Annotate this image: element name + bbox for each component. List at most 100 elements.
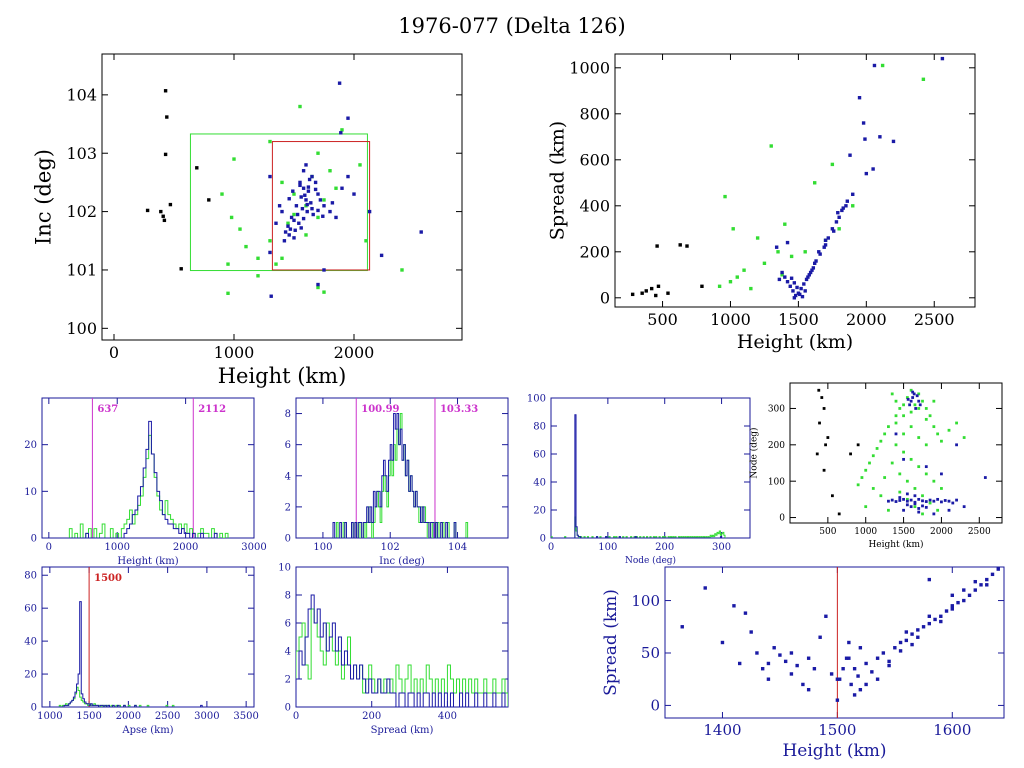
point-blue <box>826 236 830 240</box>
point-blue <box>311 212 315 217</box>
point-black <box>165 115 169 119</box>
point-blue <box>680 625 684 629</box>
point-blue <box>306 189 311 193</box>
point-blue <box>983 476 987 479</box>
point-green <box>917 465 921 469</box>
point-blue <box>817 250 821 254</box>
point-green <box>890 392 894 396</box>
point-green <box>947 428 951 432</box>
point-blue <box>328 209 332 214</box>
x-tick-label: 2500 <box>155 711 180 722</box>
x-tick-label: 500 <box>819 527 836 537</box>
point-green <box>924 472 928 476</box>
plot-frame <box>789 382 1003 524</box>
x-tick-label: 102 <box>381 542 400 553</box>
point-blue <box>777 277 782 282</box>
point-blue <box>743 611 748 615</box>
x-axis-label: Height (km) <box>218 364 347 388</box>
point-blue <box>822 245 826 249</box>
point-blue <box>902 457 905 461</box>
y-tick-label: 101 <box>66 261 97 280</box>
plot-frame <box>41 566 255 708</box>
point-blue <box>898 640 903 645</box>
point-blue <box>287 197 291 201</box>
point-green <box>887 508 890 512</box>
point-blue <box>911 390 915 394</box>
point-green <box>894 399 898 403</box>
point-green <box>932 399 936 403</box>
point-blue <box>985 577 989 582</box>
x-tick-label: 2000 <box>334 343 375 362</box>
point-blue <box>917 399 921 403</box>
y-tick-label: 800 <box>579 104 610 123</box>
x-tick-label: 500 <box>647 310 678 329</box>
point-green <box>913 403 917 407</box>
point-blue <box>858 646 863 650</box>
histogram-green <box>296 608 508 707</box>
point-blue <box>851 192 855 196</box>
chart-node-height: 500 1000 1500 2000 2500 0 100 200 300 Height (km)… <box>749 382 1003 550</box>
point-green <box>856 483 860 487</box>
point-green <box>909 388 913 392</box>
point-blue <box>973 579 977 584</box>
point-blue <box>940 56 945 61</box>
point-blue <box>289 215 294 220</box>
point-green <box>905 396 909 399</box>
point-green <box>902 414 905 418</box>
y-tick-label: 100 <box>66 319 97 338</box>
x-tick-label: 3000 <box>241 542 266 553</box>
x-tick-label: 1500 <box>778 310 819 329</box>
y-tick-label: 0 <box>285 703 291 714</box>
point-black <box>818 421 821 425</box>
point-green <box>292 192 296 196</box>
point-green <box>879 439 883 443</box>
x-tick-label: 100 <box>598 542 617 553</box>
point-blue <box>872 63 877 68</box>
point-green <box>924 443 928 447</box>
x-tick-label: 1000 <box>104 542 129 553</box>
point-blue <box>301 169 306 173</box>
point-black <box>195 166 199 170</box>
point-blue <box>703 586 707 590</box>
x-tick-label: 300 <box>712 542 731 553</box>
point-blue <box>857 96 862 100</box>
point-black <box>856 443 860 447</box>
point-blue <box>293 228 297 232</box>
x-tick-label: 0 <box>109 343 119 362</box>
point-blue <box>950 607 954 611</box>
y-tick-label: 60 <box>533 450 546 461</box>
point-blue <box>962 588 966 592</box>
point-blue <box>301 216 306 221</box>
point-blue <box>939 619 943 624</box>
x-axis-label: Apse (km) <box>121 725 173 736</box>
point-blue <box>795 285 799 290</box>
x-tick-label: 2000 <box>116 711 141 722</box>
x-axis-label: Height (km) <box>868 539 923 550</box>
point-blue <box>898 499 902 502</box>
point-green <box>783 222 787 226</box>
point-blue <box>803 289 807 293</box>
y-tick-label: 300 <box>768 405 785 415</box>
point-blue <box>806 275 810 279</box>
point-blue <box>304 163 308 167</box>
selection-box-red <box>271 141 371 271</box>
point-green <box>256 274 260 278</box>
point-blue <box>841 206 845 210</box>
chart-spread-height-zoom: 1400 1500 1600 0 50 100 Height (km) Spread (km) <box>601 566 1005 761</box>
point-blue <box>870 670 874 674</box>
point-blue <box>913 500 917 504</box>
point-black <box>666 291 670 295</box>
y-tick-label: 1000 <box>569 58 610 77</box>
y-tick-label: 40 <box>24 637 37 648</box>
point-green <box>244 244 248 249</box>
point-green <box>894 414 898 418</box>
point-green <box>883 432 887 436</box>
point-blue <box>905 503 909 507</box>
point-green <box>932 479 936 483</box>
point-blue <box>863 137 867 141</box>
point-blue <box>950 604 954 608</box>
point-black <box>162 218 167 223</box>
point-blue <box>837 677 842 681</box>
point-black <box>630 292 635 297</box>
point-blue <box>864 661 868 666</box>
